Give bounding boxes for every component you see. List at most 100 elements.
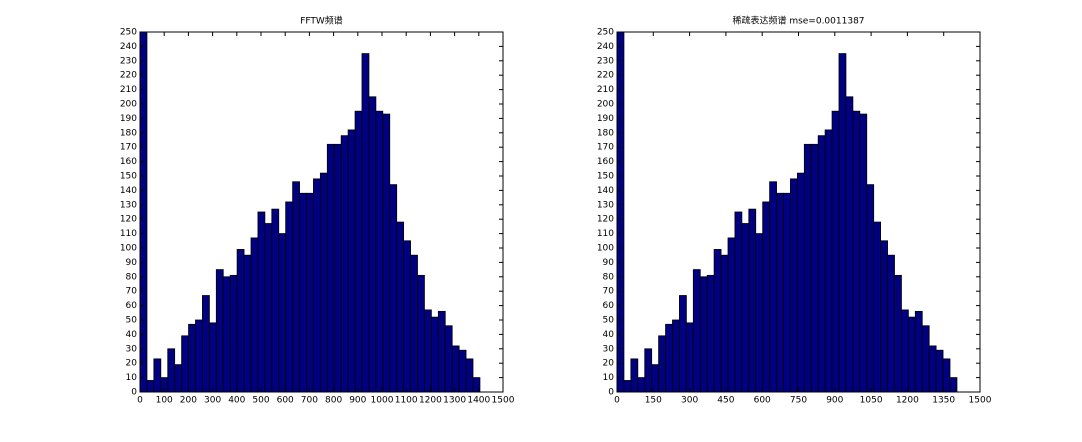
bar <box>215 269 224 392</box>
bar <box>651 364 660 392</box>
y-tick-label: 220 <box>597 71 614 81</box>
y-tick-label: 60 <box>603 301 615 311</box>
y-tick-label: 240 <box>597 42 614 52</box>
y-tick-label: 50 <box>603 316 615 326</box>
bar <box>796 172 805 392</box>
bar <box>278 233 287 392</box>
y-tick-label: 190 <box>597 114 614 124</box>
bar <box>672 319 680 392</box>
bar <box>734 211 743 392</box>
histogram-chart: 稀疏表达频谱 mse=0.0011387 0 10 20 30 40 50 60 70 80 90 1… <box>597 15 992 406</box>
y-tick-label: 180 <box>597 128 614 138</box>
bar <box>403 240 411 392</box>
bar <box>901 309 909 392</box>
bar <box>285 201 294 392</box>
bar <box>375 110 384 392</box>
bar <box>153 358 162 392</box>
bar <box>679 295 687 392</box>
bar <box>306 192 314 392</box>
bar <box>713 249 722 392</box>
bar <box>458 349 467 392</box>
x-tick-label: 300 <box>681 396 698 406</box>
bar <box>208 322 217 392</box>
x-tick-label: 750 <box>790 396 807 406</box>
x-tick-label: 150 <box>645 396 662 406</box>
y-tick-label: 80 <box>126 272 138 282</box>
bar <box>790 178 798 392</box>
x-tick-label: 400 <box>228 396 245 406</box>
bar <box>637 377 646 392</box>
bar <box>727 237 736 392</box>
x-tick-label: 1400 <box>467 396 490 406</box>
bar <box>824 129 833 392</box>
bar <box>623 380 632 392</box>
bar <box>720 254 729 392</box>
bar <box>845 96 854 392</box>
bar <box>340 135 349 392</box>
y-tick-label: 140 <box>120 186 137 196</box>
bar <box>410 254 418 392</box>
bar <box>880 240 888 392</box>
bar <box>748 208 757 392</box>
x-tick-label: 300 <box>204 396 221 406</box>
bars <box>140 32 481 392</box>
bar <box>783 192 791 392</box>
bar <box>326 143 335 392</box>
y-tick-label: 0 <box>131 388 137 398</box>
bar <box>382 113 391 392</box>
bar <box>810 143 819 392</box>
y-tick-label: 200 <box>120 100 137 110</box>
bar <box>181 335 189 392</box>
bar <box>776 192 784 392</box>
y-tick-label: 100 <box>120 244 137 254</box>
y-tick-label: 90 <box>603 258 615 268</box>
bar <box>354 110 363 392</box>
bar <box>472 377 481 392</box>
bar <box>229 274 238 392</box>
y-tick-label: 90 <box>126 258 138 268</box>
bar <box>859 113 868 392</box>
y-tick-label: 10 <box>126 373 138 383</box>
y-tick-label: 190 <box>120 114 137 124</box>
bar <box>424 309 432 392</box>
bar <box>942 358 951 392</box>
bar <box>222 276 231 392</box>
y-tick-label: 110 <box>120 229 137 239</box>
bar <box>368 96 377 392</box>
x-tick-label: 1000 <box>371 396 394 406</box>
y-tick-label: 130 <box>120 200 137 210</box>
bar <box>243 254 252 392</box>
x-tick-label: 100 <box>156 396 173 406</box>
y-tick-label: 150 <box>597 172 614 182</box>
bar <box>299 192 307 392</box>
bar <box>831 110 840 392</box>
y-tick-label: 20 <box>126 359 138 369</box>
bar <box>769 181 777 392</box>
bar <box>174 364 183 392</box>
bar <box>417 274 425 392</box>
y-tick-label: 100 <box>597 244 614 254</box>
bar <box>271 208 280 392</box>
bar <box>389 184 398 392</box>
bar <box>292 181 300 392</box>
y-tick-label: 70 <box>603 287 615 297</box>
y-tick-label: 40 <box>603 330 615 340</box>
y-tick-label: 160 <box>597 157 614 167</box>
y-tick-label: 40 <box>126 330 138 340</box>
y-tick-label: 110 <box>597 229 614 239</box>
x-tick-label: 1500 <box>492 396 515 406</box>
bar <box>644 348 653 392</box>
bar <box>465 358 474 392</box>
bar <box>313 178 321 392</box>
bar <box>706 274 715 392</box>
bar <box>319 172 328 392</box>
y-tick-label: 160 <box>120 157 137 167</box>
x-tick-label: 500 <box>252 396 269 406</box>
bar <box>430 316 439 392</box>
bar <box>188 323 196 392</box>
chart-title: 稀疏表达频谱 mse=0.0011387 <box>732 15 864 27</box>
x-tick-label: 1050 <box>860 396 883 406</box>
bar <box>250 237 259 392</box>
y-tick-label: 120 <box>597 215 614 225</box>
